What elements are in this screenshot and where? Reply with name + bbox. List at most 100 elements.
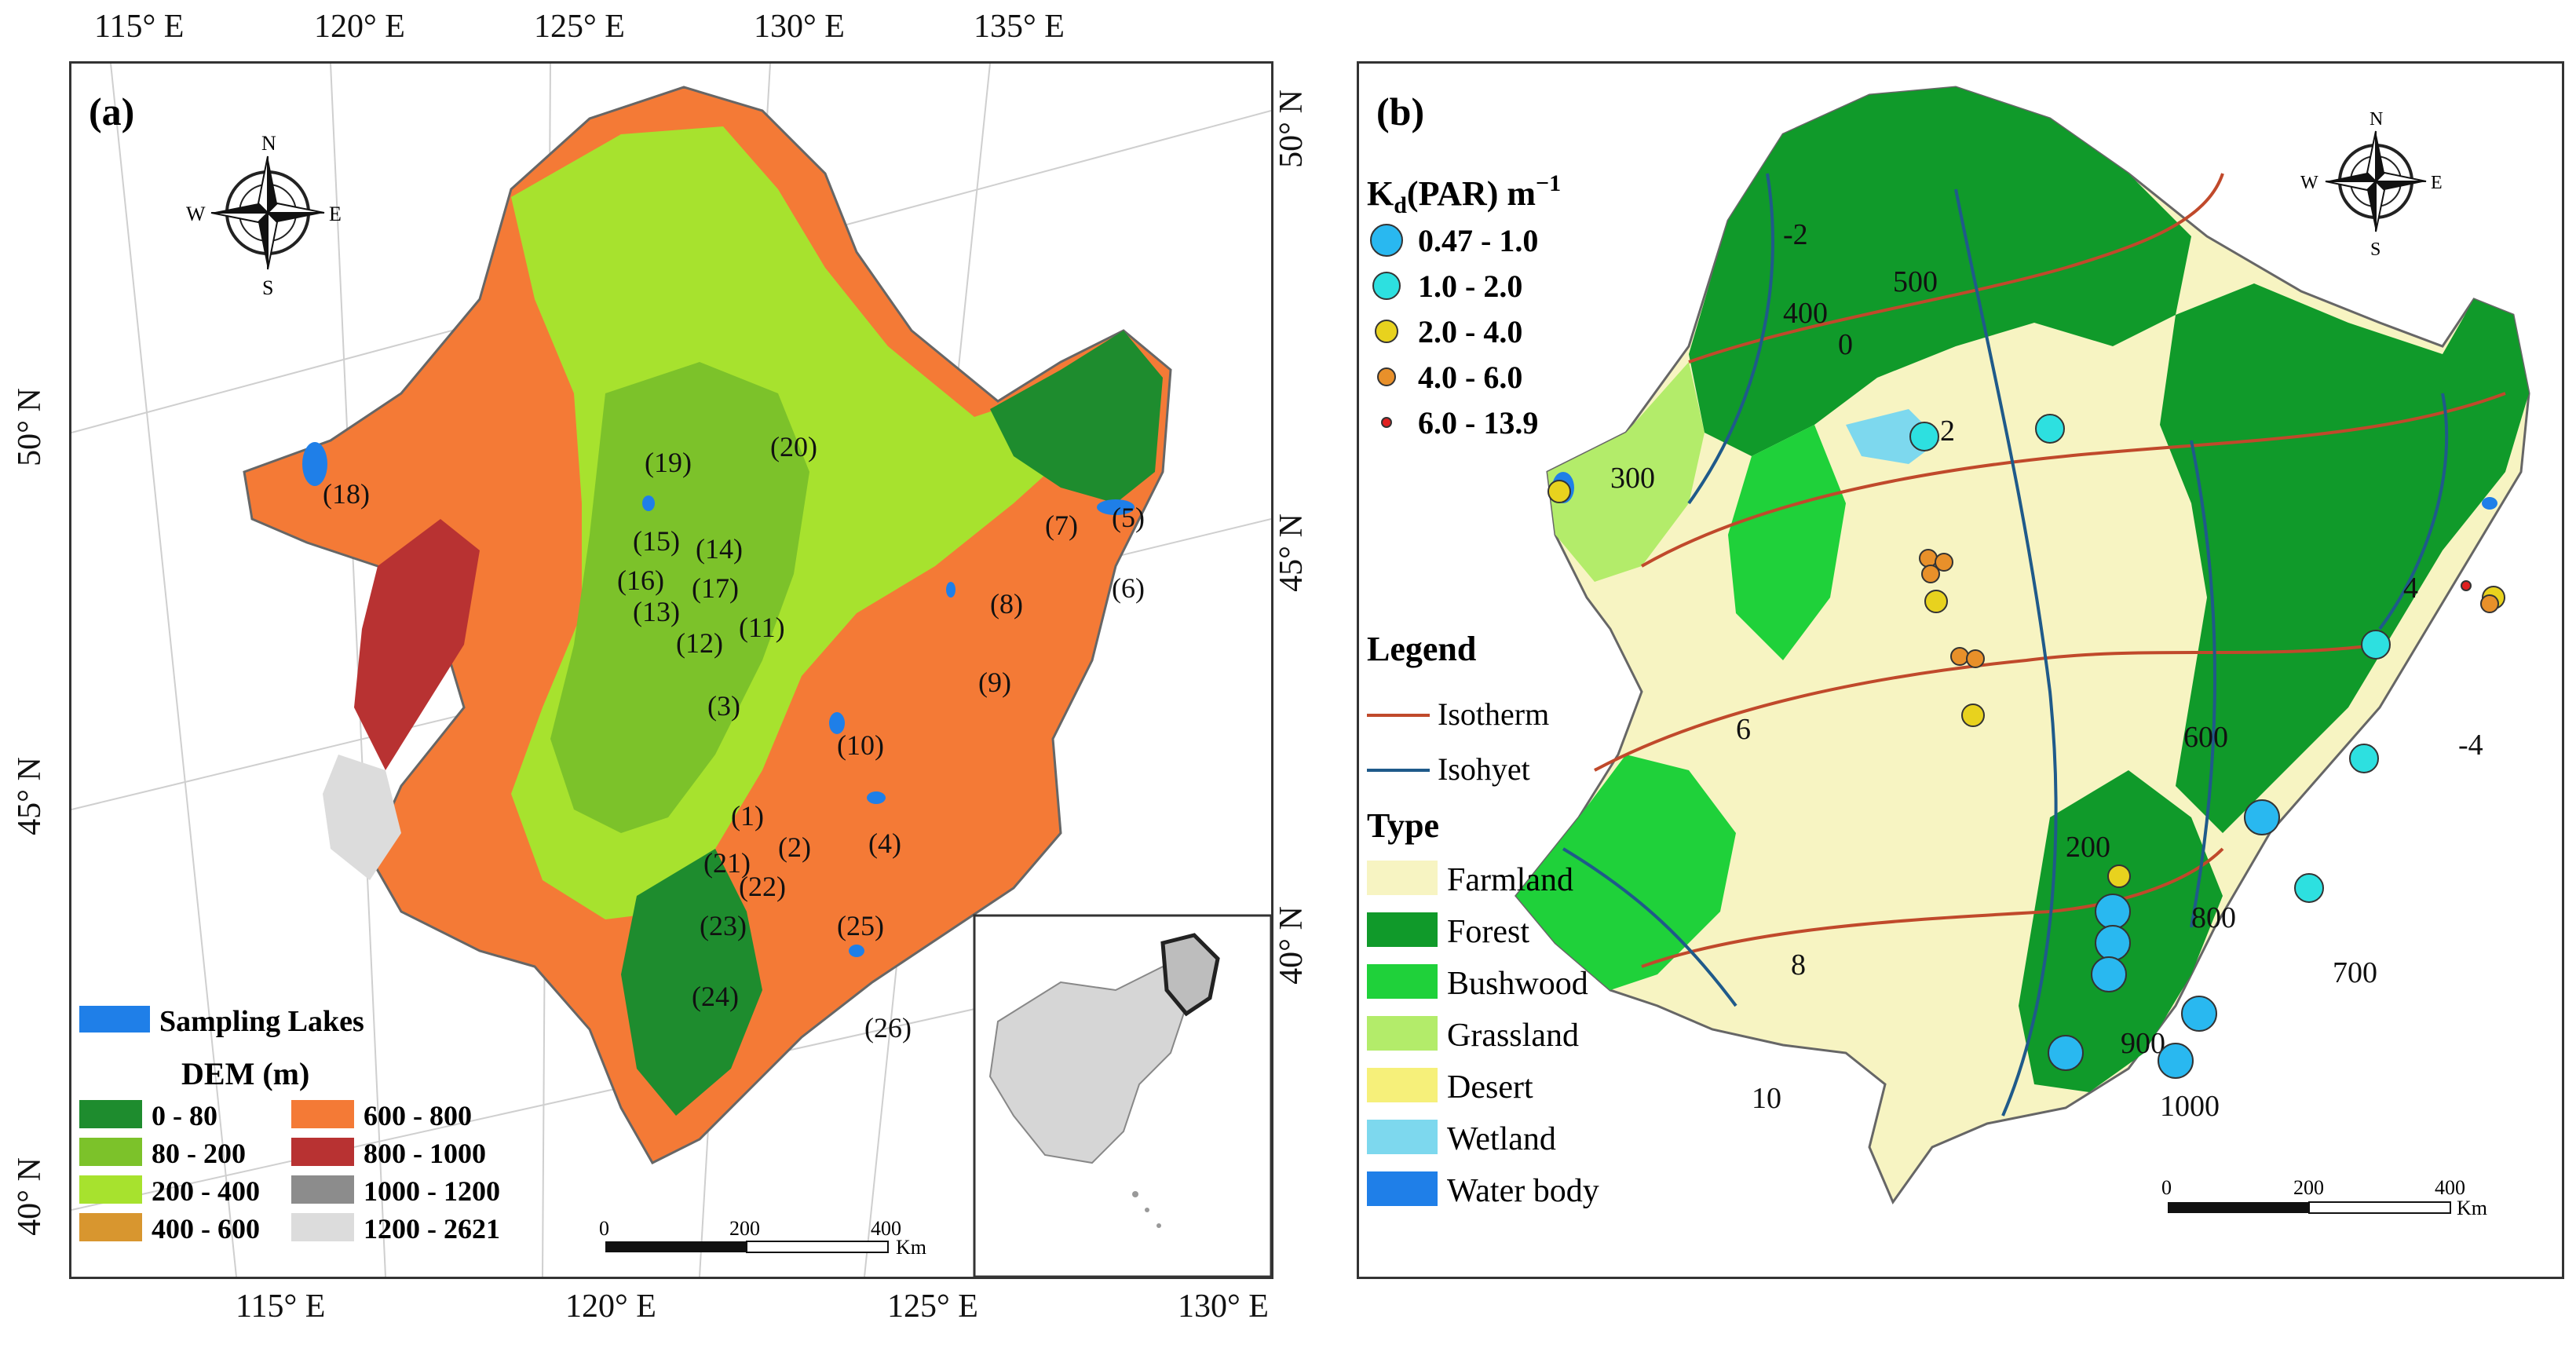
- panel-b-scale-bar: 0 200 400 Km: [2161, 1176, 2487, 1219]
- panel-a-compass-e: E: [329, 203, 342, 225]
- kd-swatch-4: [1381, 417, 1392, 428]
- contour-label-800: 800: [2191, 901, 2236, 934]
- kd-label-1: 1.0 - 2.0: [1418, 269, 1522, 304]
- panel-a-compass-n: N: [261, 132, 276, 155]
- contour-label-700: 700: [2333, 956, 2377, 989]
- panel-a-right-tick-45: 45° N: [1273, 514, 1310, 592]
- panel-b-landcover-map: (b) 500 400 300 200: [1357, 61, 2564, 1279]
- landcover-forest-north: [1689, 87, 2191, 456]
- type-label-2: Bushwood: [1447, 966, 1588, 1002]
- contour-label-neg2: -2: [1783, 218, 1808, 251]
- panel-a-top-tick-135: 135° E: [974, 9, 1065, 45]
- dem-label-1: 80 - 200: [152, 1138, 246, 1169]
- lake-label-21: (21): [703, 847, 751, 879]
- lake-label-12: (12): [676, 627, 723, 659]
- lake-label-2: (2): [778, 831, 811, 863]
- dem-legend: 0 - 80 80 - 200 200 - 400 400 - 600 600 - 80…: [79, 1100, 500, 1244]
- panel-a-map-svg: (a) N S E W (1) (2) (3) (4) (5) (6) (7): [71, 64, 1271, 1277]
- panel-b-compass-e: E: [2431, 173, 2443, 193]
- type-swatch-4: [1367, 1068, 1438, 1102]
- type-label-0: Farmland: [1447, 862, 1573, 898]
- lake-label-10: (10): [837, 729, 884, 761]
- panel-b-contour-labels: 500 400 300 200 2 0 4 6 8 10 600 700 800…: [1610, 218, 2483, 1123]
- isotherm-label: Isotherm: [1438, 696, 1549, 732]
- lake-label-23: (23): [700, 910, 747, 941]
- panel-b-sampling-points: [1547, 414, 2505, 1079]
- dem-label-3: 400 - 600: [152, 1213, 260, 1244]
- contour-label-6: 6: [1736, 713, 1751, 746]
- lake-label-15: (15): [633, 525, 680, 557]
- panel-a-left-tick-50: 50° N: [11, 388, 48, 466]
- dem-label-0: 0 - 80: [152, 1100, 217, 1131]
- panel-b-compass-s: S: [2370, 239, 2381, 260]
- isohyet-label: Isohyet: [1438, 751, 1530, 787]
- landcover-wetland: [1846, 409, 1940, 464]
- kd-label-0: 0.47 - 1.0: [1418, 223, 1538, 258]
- type-swatch-2: [1367, 964, 1438, 999]
- landcover-bushwood-west: [1728, 425, 1846, 660]
- type-swatch-1: [1367, 912, 1438, 947]
- contour-label-0: 0: [1838, 328, 1853, 361]
- contour-label-2: 2: [1940, 415, 1955, 448]
- lake-label-1: (1): [731, 800, 764, 831]
- region-west-mountains: [354, 519, 480, 770]
- panel-a-inset-map: [973, 914, 1271, 1277]
- dem-swatch-0: [79, 1100, 142, 1128]
- dem-label-5: 800 - 1000: [364, 1138, 486, 1169]
- dem-swatch-1: [79, 1138, 142, 1166]
- panel-a-right-tick-50: 50° N: [1273, 90, 1310, 168]
- dem-label-6: 1000 - 1200: [364, 1175, 500, 1207]
- panel-b-contours: [1562, 173, 2506, 1117]
- lake-label-25: (25): [837, 910, 884, 941]
- kd-swatch-2: [1375, 320, 1398, 343]
- dem-swatch-7: [291, 1213, 354, 1241]
- dem-title: DEM (m): [181, 1056, 309, 1091]
- region-northeast-forest: [990, 331, 1163, 503]
- panel-a-top-tick-125: 125° E: [534, 9, 625, 45]
- type-swatch-5: [1367, 1120, 1438, 1154]
- type-label-4: Desert: [1447, 1069, 1533, 1106]
- panel-a-bottom-tick-130: 130° E: [1178, 1288, 1269, 1325]
- lake-label-19: (19): [645, 447, 692, 478]
- contour-label-neg4: -4: [2458, 729, 2483, 762]
- type-swatch-3: [1367, 1016, 1438, 1051]
- panel-b-label: (b): [1376, 90, 1424, 133]
- dem-swatch-2: [79, 1175, 142, 1204]
- landcover-bushwood: [1516, 755, 1736, 990]
- panel-b-scale-unit: Km: [2457, 1197, 2487, 1219]
- panel-a-left-tick-45: 45° N: [11, 757, 48, 835]
- lake-label-17: (17): [692, 572, 739, 604]
- kd-label-4: 6.0 - 13.9: [1418, 405, 1538, 440]
- panel-a-right-tick-40: 40° N: [1273, 906, 1310, 985]
- contour-label-900: 900: [2121, 1027, 2165, 1060]
- contour-label-200: 200: [2066, 831, 2110, 864]
- contour-label-500-north: 500: [1893, 265, 1938, 298]
- dem-swatch-6: [291, 1175, 354, 1204]
- lake-label-26: (26): [864, 1012, 912, 1043]
- lake-label-13: (13): [633, 596, 680, 627]
- panel-a-compass-s: S: [262, 276, 273, 299]
- kd-label-2: 2.0 - 4.0: [1418, 314, 1522, 349]
- lake-label-4: (4): [868, 828, 901, 859]
- region-south-forest: [621, 849, 762, 1116]
- lake-label-20: (20): [770, 431, 817, 462]
- lake-label-7: (7): [1045, 510, 1078, 541]
- panel-a-left-tick-40: 40° N: [11, 1157, 48, 1236]
- sampling-lakes-label: Sampling Lakes: [159, 1005, 364, 1038]
- panel-b-compass-w: W: [2300, 173, 2318, 193]
- lake-label-8: (8): [990, 588, 1023, 620]
- panel-b-scale-0: 0: [2161, 1176, 2172, 1199]
- legend-title: Legend: [1367, 630, 1476, 668]
- panel-b-scale-200: 200: [2293, 1176, 2324, 1199]
- panel-b-compass-icon: N S E W: [2300, 109, 2443, 260]
- lake-label-18: (18): [323, 478, 370, 510]
- panel-a-lake-labels: (1) (2) (3) (4) (5) (6) (7) (8) (9) (10)…: [323, 431, 1145, 1043]
- region-plain: [550, 362, 809, 833]
- panel-a-top-tick-115: 115° E: [94, 9, 185, 45]
- dem-swatch-3: [79, 1213, 142, 1241]
- panel-a-bottom-tick-120: 120° E: [565, 1288, 656, 1325]
- region-alpine: [323, 755, 401, 880]
- panel-a-legend: Sampling Lakes DEM (m): [79, 1005, 364, 1091]
- kd-title: Kd(PAR) m−1: [1367, 170, 1561, 218]
- kd-swatch-1: [1372, 272, 1401, 300]
